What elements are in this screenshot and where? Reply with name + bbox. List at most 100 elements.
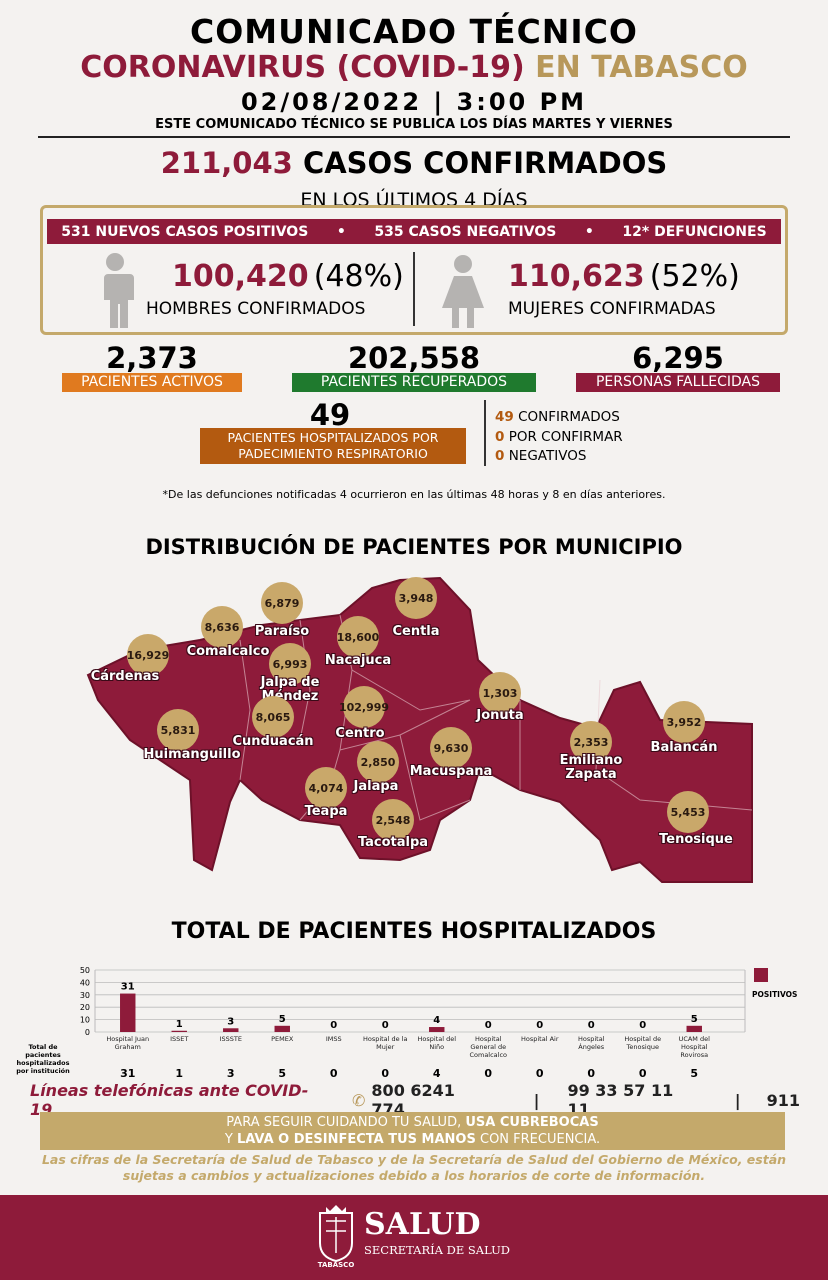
hospitalized-breakdown: 49 CONFIRMADOS 0 POR CONFIRMAR 0 NEGATIV…: [495, 408, 623, 467]
breakdown-value: 0: [495, 428, 505, 445]
row-label: Total de pacientes hospitalizados por in…: [16, 1043, 70, 1075]
bar: [274, 1025, 290, 1032]
x-tick-label: IMSS: [325, 1035, 342, 1043]
women-label: MUJERES CONFIRMADAS: [508, 299, 716, 319]
x-tick-label: ISSET: [170, 1035, 189, 1043]
divider: [413, 252, 415, 326]
subtitle: CORONAVIRUS (COVID-19) EN TABASCO: [0, 50, 828, 85]
men-icon: [100, 253, 134, 328]
data-label: 0: [330, 1020, 337, 1031]
data-label: 0: [588, 1020, 595, 1031]
data-label: 31: [121, 982, 135, 993]
total-value: 31: [120, 1067, 136, 1080]
contact-line: Líneas telefónicas ante COVID-19 ✆ 800 6…: [30, 1081, 800, 1119]
subtitle-gold: EN TABASCO: [535, 50, 748, 85]
legend-label: POSITIVOS: [752, 990, 797, 999]
y-tick-label: 20: [80, 1003, 90, 1012]
total-value: 1: [175, 1067, 184, 1080]
x-tick-label: ISSSTE: [219, 1035, 242, 1043]
data-label: 1: [176, 1019, 183, 1030]
x-tick-label: Hospital del Niño: [417, 1035, 457, 1051]
divider: [38, 136, 790, 138]
x-tick-label: Hospital de la Mujer: [362, 1035, 408, 1051]
municipality-name: Teapa: [304, 804, 348, 819]
data-label: 3: [227, 1016, 234, 1027]
municipality-name: Jalpa de Méndez: [260, 675, 320, 704]
x-tick-label: Hospital de Tenosique: [624, 1035, 662, 1051]
municipality-value: 2,850: [357, 741, 399, 783]
municipality-value: 2,353: [570, 721, 612, 763]
breakdown-item: 0 NEGATIVOS: [495, 447, 623, 467]
total-count: 211,043: [160, 146, 293, 180]
bar: [120, 993, 136, 1032]
active-label: PACIENTES ACTIVOS: [62, 373, 242, 392]
logo-name: SALUD: [364, 1207, 481, 1242]
municipality-value: 9,630: [430, 727, 472, 769]
total-value: 0: [381, 1067, 390, 1080]
recent-bar: 531 NUEVOS CASOS POSITIVOS • 535 CASOS N…: [47, 219, 781, 244]
map: [86, 576, 753, 883]
municipality-value: 18,600: [337, 616, 379, 658]
message-text: PARA SEGUIR CUIDANDO TU SALUD,: [226, 1115, 462, 1130]
deaths: 12* DEFUNCIONES: [622, 223, 767, 240]
data-label: 0: [382, 1020, 389, 1031]
disclaimer: Las cifras de la Secretaría de Salud de …: [41, 1152, 787, 1183]
datetime: 02/08/2022 | 3:00 PM: [240, 88, 588, 116]
recovered-count: 202,558: [347, 341, 481, 375]
women-count-line: 110,623 (52%): [508, 259, 740, 294]
total-value: 3: [226, 1067, 235, 1080]
municipality-value: 2,548: [372, 799, 414, 841]
message-emphasis: LAVA O DESINFECTA TUS MANOS: [236, 1132, 476, 1147]
municipality-name: Cunduacán: [232, 734, 314, 749]
footer: TABASCO SALUD SECRETARÍA DE SALUD: [0, 1195, 828, 1280]
total-value: 0: [484, 1067, 493, 1080]
municipality-name: Tacotalpa: [357, 835, 429, 850]
prevention-message: PARA SEGUIR CUIDANDO TU SALUD, USA CUBRE…: [40, 1112, 785, 1150]
bullet: •: [584, 223, 594, 240]
municipality-value: 5,831: [157, 709, 199, 751]
bar: [429, 1027, 445, 1032]
footnote: *De las defunciones notificadas 4 ocurri…: [162, 488, 666, 501]
women-icon: [442, 255, 484, 328]
summary-box: [40, 205, 788, 335]
municipality-value: 3,952: [663, 701, 705, 743]
legend-swatch: [754, 968, 768, 982]
message-line: Y LAVA O DESINFECTA TUS MANOS CON FRECUE…: [40, 1131, 785, 1148]
total-value: 5: [278, 1067, 287, 1080]
breakdown-label: CONFIRMADOS: [518, 409, 620, 425]
negatives: 535 CASOS NEGATIVOS: [374, 223, 557, 240]
municipality-value: 6,993: [269, 643, 311, 685]
municipality-name: Jonuta: [476, 708, 524, 723]
breakdown-item: 0 POR CONFIRMAR: [495, 428, 623, 448]
chart: 0 10 20 30 40 50 POSITIVOS 31 1 3 5 0 0 4 0 0 0 0 5 Total …: [0, 960, 828, 1090]
data-label: 0: [639, 1020, 646, 1031]
subtitle-red: CORONAVIRUS (COVID-19): [80, 50, 525, 85]
y-tick-label: 40: [80, 978, 90, 987]
municipality-name: Macuspana: [409, 764, 493, 779]
title: COMUNICADO TÉCNICO: [190, 12, 638, 51]
hospitalized-label: PACIENTES HOSPITALIZADOS POR PADECIMIENT…: [200, 428, 466, 464]
municipality-name: Paraíso: [254, 624, 310, 639]
y-tick-label: 50: [80, 966, 90, 975]
message-text: CON FRECUENCIA.: [480, 1132, 601, 1147]
separator: |: [533, 1090, 540, 1110]
logo-subtitle: SECRETARÍA DE SALUD: [364, 1243, 511, 1257]
x-tick-label: Hospital Air: [520, 1035, 559, 1043]
data-label: 0: [485, 1020, 492, 1031]
x-tick-label: PEMEX: [271, 1035, 294, 1043]
municipality-value: 4,074: [305, 767, 347, 809]
men-pct: (48%): [313, 259, 404, 294]
bar: [223, 1028, 239, 1032]
y-tick-label: 0: [85, 1028, 90, 1037]
municipality-name: Tenosique: [659, 832, 733, 847]
x-tick-label: Hospital General de Comalcalco: [469, 1035, 508, 1059]
total-label: CASOS CONFIRMADOS: [302, 146, 668, 180]
municipality-value: 3,948: [395, 577, 437, 619]
municipality-value: 102,999: [339, 686, 389, 728]
municipality-value: 16,929: [127, 634, 169, 676]
municipality-name: Balancán: [650, 740, 718, 755]
bar: [686, 1025, 702, 1032]
data-label: 0: [536, 1020, 543, 1031]
